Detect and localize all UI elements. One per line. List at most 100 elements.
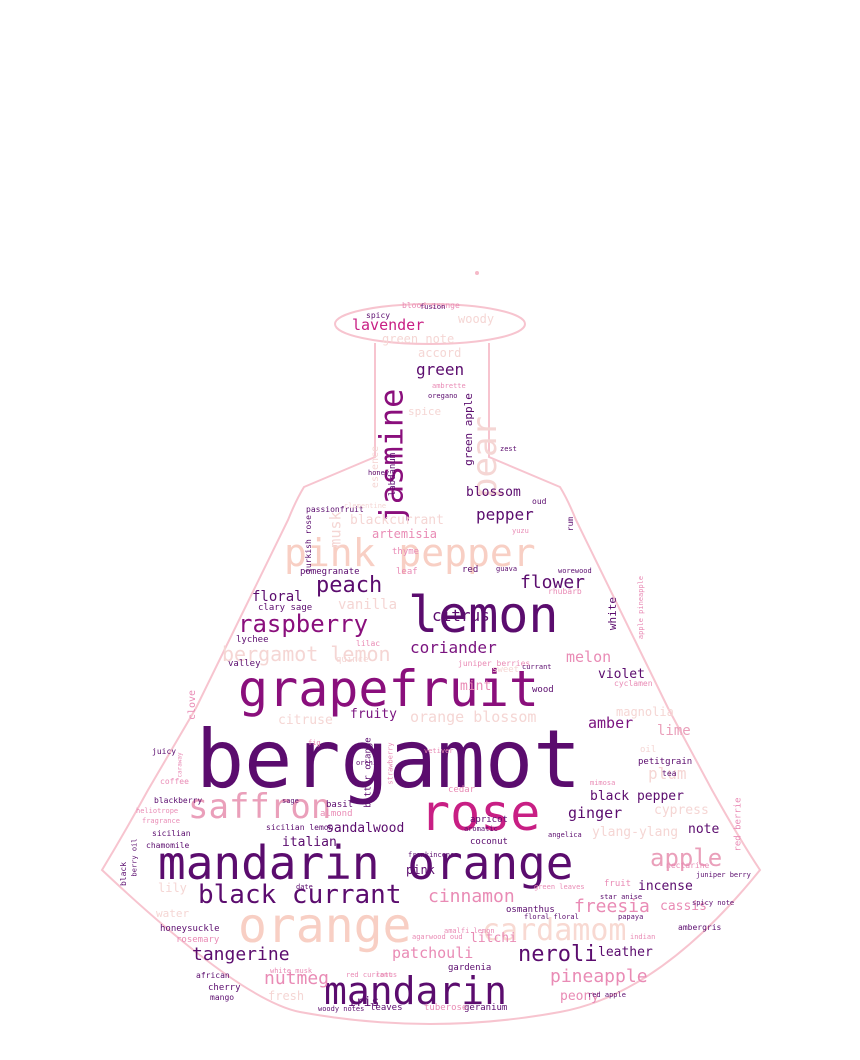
- word: lychee: [236, 635, 269, 645]
- word: geranium: [464, 1003, 508, 1013]
- word: blackberry: [154, 796, 203, 805]
- word: sweet: [492, 665, 520, 675]
- word: mandarin orange: [158, 836, 574, 890]
- word: italian: [282, 835, 337, 850]
- word: star anise: [600, 893, 643, 901]
- word: floral floral: [524, 913, 579, 921]
- word: mint: [460, 679, 492, 694]
- word: almond: [320, 809, 353, 819]
- word: juniper berry: [696, 871, 751, 879]
- word: plum: [648, 764, 687, 783]
- word: ylang-ylang: [592, 825, 679, 840]
- word: lime: [657, 723, 691, 739]
- word: fresh: [268, 989, 305, 1003]
- bottle-cap: [334, 303, 526, 345]
- word: lavender: [352, 316, 425, 334]
- word: coconut: [470, 837, 508, 847]
- word: citruse: [278, 713, 333, 728]
- stray-dot: [475, 271, 479, 275]
- word: white: [606, 596, 620, 631]
- word: pineapple: [550, 966, 648, 987]
- word: petitgrain: [638, 757, 693, 767]
- word: pepper: [476, 505, 534, 524]
- word: angelica: [548, 831, 582, 839]
- word: pink: [406, 863, 435, 877]
- word: bergamot lemon: [222, 642, 391, 666]
- word: woody notes: [318, 1005, 365, 1013]
- word: thyme: [392, 547, 420, 557]
- word: spicy note: [692, 899, 735, 907]
- word: fruity: [350, 707, 397, 722]
- word: agarwood oud: [412, 933, 463, 941]
- word: neroli: [518, 942, 598, 967]
- word: nutmeg: [264, 968, 330, 989]
- word: amber: [588, 714, 634, 732]
- word: amalfi lemon: [444, 927, 495, 935]
- word: sicilian: [152, 829, 191, 838]
- word: accord: [418, 346, 462, 360]
- word: white musk: [270, 967, 313, 975]
- word: citrus: [432, 606, 490, 625]
- word: african: [196, 971, 230, 980]
- word: fragrance: [142, 817, 180, 825]
- word: flower: [520, 572, 586, 593]
- word: lilac: [356, 639, 381, 648]
- word: clove: [187, 689, 199, 721]
- word: labdanum: [388, 452, 399, 497]
- word: tangerine: [192, 944, 290, 965]
- word: turkish rose: [303, 515, 313, 573]
- word: leaves: [370, 1003, 403, 1013]
- word: passionfruit: [306, 505, 364, 514]
- word: quince: [336, 655, 369, 665]
- word: litchi: [470, 931, 517, 946]
- word: grapefruit: [238, 660, 540, 718]
- word: violet: [598, 667, 645, 682]
- word: oud: [532, 497, 547, 506]
- word: tuberose: [424, 1003, 468, 1013]
- word: spicy: [366, 311, 391, 320]
- word: leather: [598, 945, 653, 960]
- word: sicilian lemon: [266, 823, 334, 832]
- word: honey: [368, 469, 390, 477]
- word: bergamot: [196, 713, 582, 806]
- word: iris: [348, 995, 380, 1010]
- word: juniper berries: [458, 659, 531, 668]
- bottle-body: [100, 343, 762, 1025]
- word: water: [156, 907, 190, 920]
- word: berry oil: [130, 838, 139, 877]
- word: cardamom: [482, 913, 627, 948]
- word: red berrie: [733, 797, 744, 852]
- word: leaf: [396, 567, 418, 577]
- word: orchid: [356, 759, 382, 767]
- word: woody: [458, 312, 495, 326]
- word: aromatic: [464, 825, 498, 833]
- word: lotus: [376, 971, 398, 979]
- word: fig: [308, 739, 321, 747]
- word: black currant: [198, 880, 402, 910]
- word: caraway: [176, 752, 184, 778]
- word: worewood: [558, 567, 592, 575]
- word: red: [462, 565, 479, 575]
- word: oil: [640, 745, 657, 755]
- word: fusion: [420, 303, 446, 311]
- word: sage: [282, 797, 299, 805]
- word: green apple: [461, 393, 475, 466]
- word: red currant: [346, 971, 393, 979]
- word: cassis: [660, 899, 707, 914]
- word: osmanthus: [506, 905, 555, 915]
- word: green: [416, 360, 465, 379]
- word: mango: [210, 993, 235, 1002]
- word: ambrette: [432, 382, 466, 390]
- word: orange blossom: [410, 708, 537, 726]
- word: indian: [630, 933, 656, 941]
- word: red apple: [588, 991, 626, 999]
- word: green leaves: [534, 883, 585, 891]
- word: apple: [650, 844, 723, 872]
- word: cherry: [208, 983, 241, 993]
- word: peony: [560, 989, 600, 1004]
- word: mimosa: [590, 779, 616, 787]
- word: cyclamen: [614, 679, 653, 688]
- word: magnolia: [616, 705, 674, 719]
- word: nectarine: [666, 861, 710, 870]
